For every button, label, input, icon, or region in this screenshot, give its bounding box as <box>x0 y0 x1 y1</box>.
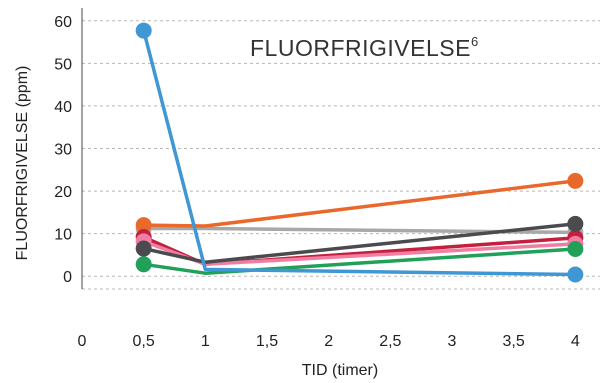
x-axis-title: TID (timer) <box>302 362 378 379</box>
series-line-6 <box>141 247 578 275</box>
x-tick-label-1-5: 1,5 <box>256 333 278 350</box>
y-tick-label-30: 30 <box>54 142 72 159</box>
series-points <box>135 22 584 283</box>
series-6-point-3 <box>567 240 584 257</box>
series-7-point-1 <box>135 22 152 39</box>
series-5-point-1 <box>135 240 152 257</box>
x-tick-label-1: 1 <box>201 333 210 350</box>
y-tick-label-0: 0 <box>63 269 72 286</box>
y-tick-label-50: 50 <box>54 56 72 73</box>
x-tick-label-2: 2 <box>324 333 333 350</box>
series-6-point-1 <box>135 256 152 273</box>
y-tick-label-40: 40 <box>54 99 72 116</box>
series-line-7 <box>141 28 578 277</box>
series-line-2 <box>141 179 578 228</box>
y-tick-label-10: 10 <box>54 227 72 244</box>
x-tick-label-2-5: 2,5 <box>379 333 401 350</box>
x-tick-label-4: 4 <box>571 333 580 350</box>
x-tick-label-3-5: 3,5 <box>503 333 525 350</box>
grid-lines <box>82 20 600 290</box>
series-5-point-3 <box>567 215 584 232</box>
y-tick-label-20: 20 <box>54 184 72 201</box>
x-tick-label-0: 0 <box>78 333 87 350</box>
series-line-1 <box>141 226 578 235</box>
series-line-5 <box>141 222 578 264</box>
x-tick-label-0-5: 0,5 <box>133 333 155 350</box>
x-tick-label-3: 3 <box>448 333 457 350</box>
y-tick-labels: 0 10 20 30 40 50 60 <box>54 14 72 286</box>
y-axis-title: FLUORFRIGIVELSE (ppm) <box>14 66 31 261</box>
series-lines <box>141 28 578 277</box>
series-7-point-3 <box>567 266 584 283</box>
chart-title: FLUORFRIGIVELSE6 <box>250 34 479 61</box>
series-2-point-1 <box>135 217 152 234</box>
series-2-point-3 <box>567 172 584 189</box>
x-tick-labels: 0 0,5 1 1,5 2 2,5 3 3,5 4 <box>78 333 580 350</box>
chart-title-superscript: 6 <box>471 34 479 49</box>
y-tick-label-60: 60 <box>54 14 72 31</box>
